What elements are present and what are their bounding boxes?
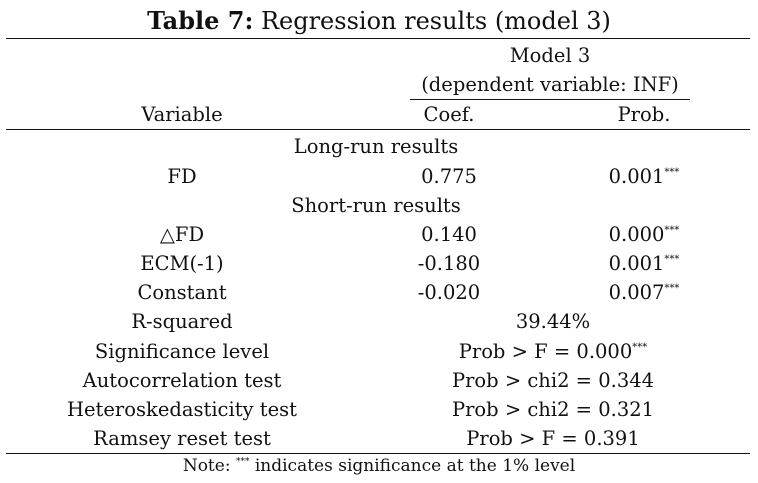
row-variable: FD bbox=[167, 165, 197, 188]
column-header-variable: Variable bbox=[141, 103, 223, 126]
stat-value: Prob > chi2 = 0.344 bbox=[452, 368, 654, 394]
row-prob: 0.007*** bbox=[609, 280, 680, 306]
row-prob: 0.001*** bbox=[609, 251, 680, 277]
prob-value: 0.001 bbox=[608, 252, 665, 275]
stat-label: Heteroskedasticity test bbox=[67, 398, 297, 421]
stat-value: 39.44% bbox=[516, 309, 590, 335]
header-rule bbox=[6, 129, 750, 131]
row-coef: 0.140 bbox=[421, 223, 477, 246]
row-coef: 0.775 bbox=[421, 165, 477, 188]
model-header: Model 3 bbox=[509, 44, 591, 67]
top-rule bbox=[6, 38, 750, 40]
row-coef: -0.180 bbox=[417, 252, 481, 275]
prob-value: 0.001 bbox=[608, 165, 665, 188]
significance-stars: *** bbox=[664, 283, 680, 294]
section-short-run: Short-run results bbox=[291, 194, 461, 217]
prob-value: 0.000 bbox=[608, 223, 665, 246]
table-caption: Regression results (model 3) bbox=[253, 7, 611, 35]
prob-value: 0.007 bbox=[608, 281, 665, 304]
significance-stars: *** bbox=[664, 225, 680, 236]
significance-stars: *** bbox=[664, 167, 680, 178]
significance-stars: *** bbox=[664, 254, 680, 265]
row-prob: 0.001*** bbox=[609, 164, 680, 190]
note-prefix: Note: bbox=[182, 456, 236, 476]
row-variable: ECM(-1) bbox=[140, 252, 224, 275]
row-variable: △FD bbox=[159, 223, 205, 246]
model-header-rule bbox=[410, 99, 690, 101]
row-prob: 0.000*** bbox=[609, 222, 680, 248]
stat-value: Prob > chi2 = 0.321 bbox=[452, 397, 654, 423]
stat-value-text: Prob > chi2 = 0.344 bbox=[451, 369, 655, 392]
column-header-coef: Coef. bbox=[423, 103, 475, 126]
stat-value-text: Prob > chi2 = 0.321 bbox=[451, 398, 655, 421]
stat-value-text: 39.44% bbox=[515, 310, 591, 333]
stat-value-text: Prob > F = 0.000 bbox=[458, 340, 633, 363]
stat-label: Autocorrelation test bbox=[82, 369, 282, 392]
bottom-rule bbox=[6, 453, 750, 455]
stat-value-text: Prob > F = 0.391 bbox=[466, 427, 640, 450]
table-number: Table 7: bbox=[147, 6, 254, 35]
row-variable: Constant bbox=[137, 281, 227, 304]
note-text: indicates significance at the 1% level bbox=[249, 456, 576, 476]
stat-value: Prob > F = 0.000*** bbox=[459, 339, 648, 365]
model-subheader: (dependent variable: INF) bbox=[421, 73, 679, 96]
table-title: Table 7: Regression results (model 3) bbox=[0, 6, 758, 36]
section-long-run: Long-run results bbox=[293, 135, 459, 158]
table-note: Note: *** indicates significance at the … bbox=[0, 455, 758, 477]
row-coef: -0.020 bbox=[417, 281, 481, 304]
stat-value: Prob > F = 0.391 bbox=[466, 426, 640, 452]
stat-label: Ramsey reset test bbox=[93, 427, 271, 450]
stat-label: Significance level bbox=[94, 340, 270, 363]
column-header-prob: Prob. bbox=[617, 103, 671, 126]
note-stars: *** bbox=[235, 457, 250, 467]
significance-stars: *** bbox=[632, 342, 648, 353]
stat-label: R-squared bbox=[131, 310, 233, 333]
